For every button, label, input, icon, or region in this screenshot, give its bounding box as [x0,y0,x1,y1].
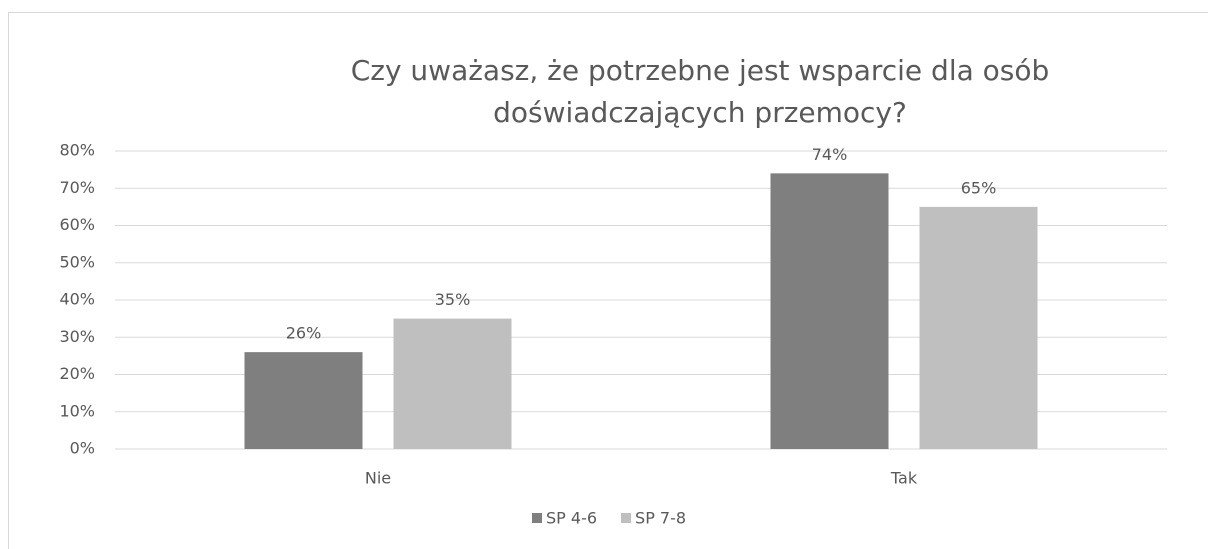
y-tick-label: 70% [59,178,95,197]
bar [919,206,1038,449]
data-label: 74% [812,145,848,164]
bar [244,352,363,449]
legend-swatch [621,513,632,523]
x-tick-label: Nie [365,469,391,488]
x-tick-label: Tak [890,469,918,488]
y-tick-label: 0% [70,439,95,458]
bar [770,173,889,449]
data-label: 35% [435,290,471,309]
legend-label: SP 4-6 [546,509,597,528]
y-tick-label: 30% [59,327,95,346]
y-tick-label: 50% [59,252,95,271]
y-tick-label: 80% [59,141,95,160]
data-label: 65% [961,178,997,197]
chart-title: Czy uważasz, że potrzebne jest wsparcie … [351,54,1050,87]
chart-frame [8,12,1208,549]
legend-swatch [532,513,542,523]
bar [393,318,512,449]
y-tick-label: 20% [59,364,95,383]
y-tick-label: 40% [59,290,95,309]
y-tick-label: 60% [59,215,95,234]
y-tick-label: 10% [59,401,95,420]
chart-title: doświadczających przemocy? [493,96,907,129]
data-label: 26% [286,324,322,343]
legend-label: SP 7-8 [635,509,686,528]
